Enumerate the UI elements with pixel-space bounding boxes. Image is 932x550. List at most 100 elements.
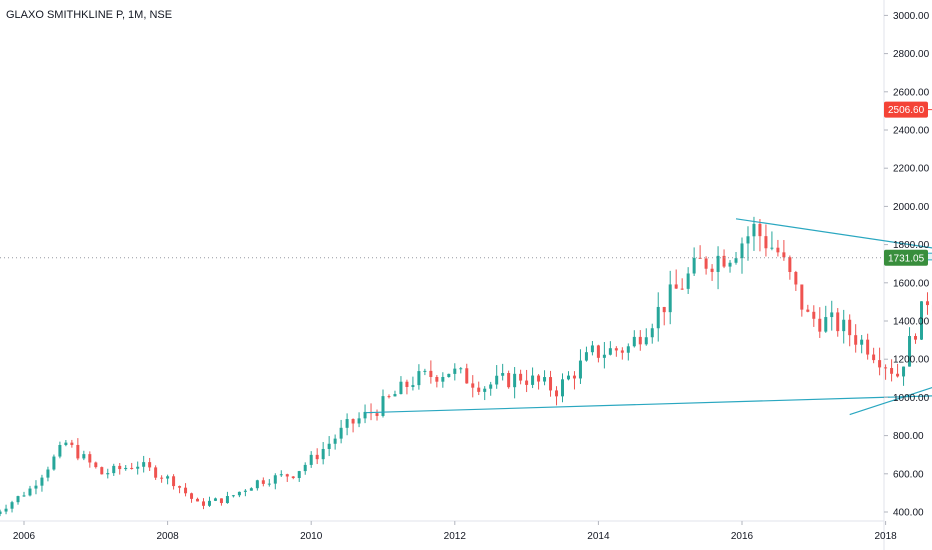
candle-up xyxy=(399,381,403,395)
candle-up xyxy=(531,375,535,385)
price-tick-label: 2400.00 xyxy=(893,126,930,137)
candle-up xyxy=(255,480,259,489)
price-tick-label: 1800.00 xyxy=(893,240,930,251)
candle-down xyxy=(674,284,678,289)
time-axis[interactable]: 2006200820102012201420162018202020222024… xyxy=(13,521,932,542)
candle-up xyxy=(249,488,253,491)
candle-down xyxy=(848,319,852,336)
candle-up xyxy=(692,257,696,274)
candle-up xyxy=(584,352,588,361)
candle-up xyxy=(489,384,493,389)
candle-up xyxy=(513,373,517,388)
candle-up xyxy=(28,488,32,496)
candle-up xyxy=(578,360,582,379)
candle-up xyxy=(16,496,20,503)
candle-down xyxy=(722,255,726,267)
candle-down xyxy=(896,373,900,377)
candle-down xyxy=(190,493,194,499)
candle-down xyxy=(196,498,200,502)
candle-down xyxy=(507,373,511,388)
candle-down xyxy=(782,252,786,258)
time-tick-label: 2012 xyxy=(444,531,467,542)
price-axis[interactable]: 400.00 600.00 800.00 1000.00 1200.00 1400.00 1… xyxy=(884,11,930,519)
time-tick-label: 2010 xyxy=(300,531,323,542)
candle-down xyxy=(118,465,122,470)
candle-down xyxy=(160,477,164,479)
price-tick-label: 400.00 xyxy=(893,508,924,519)
candle-up xyxy=(626,346,630,353)
candle-down xyxy=(638,336,642,345)
candle-up xyxy=(363,411,367,419)
candle-down xyxy=(100,467,104,475)
candle-up xyxy=(213,498,217,501)
candle-down xyxy=(202,501,205,506)
candle-up xyxy=(920,301,923,340)
candle-down xyxy=(764,236,768,249)
candle-up xyxy=(46,469,50,478)
candle-down xyxy=(890,368,894,374)
candle-up xyxy=(339,427,343,439)
time-tick-label: 2014 xyxy=(587,531,610,542)
price-tick-label: 800.00 xyxy=(893,431,924,442)
candle-up xyxy=(40,477,44,486)
time-tick-label: 2018 xyxy=(874,531,897,542)
candle-up xyxy=(393,394,397,397)
candle-up xyxy=(632,336,636,347)
candle-down xyxy=(572,375,576,379)
current-price-badge-label: 1731.05 xyxy=(888,253,925,264)
ascending-trendline xyxy=(849,386,932,416)
candle-down xyxy=(465,368,469,384)
candle-up xyxy=(142,462,146,467)
candle-up xyxy=(297,471,301,479)
candle-up xyxy=(273,475,277,484)
candle-up xyxy=(417,371,421,386)
price-tick-label: 1200.00 xyxy=(893,355,930,366)
candle-up xyxy=(441,376,445,382)
candle-down xyxy=(94,462,98,468)
candle-up xyxy=(4,508,8,512)
candle-down xyxy=(662,306,666,313)
candle-up xyxy=(0,511,2,514)
candle-up xyxy=(106,473,110,475)
candle-up xyxy=(267,483,271,485)
time-tick-label: 2006 xyxy=(13,531,36,542)
candle-up xyxy=(321,448,325,460)
candle-up xyxy=(740,243,744,259)
candle-up xyxy=(908,335,912,367)
candle-down xyxy=(130,467,134,469)
candle-down xyxy=(800,284,804,310)
candle-up xyxy=(716,255,720,272)
candle-down xyxy=(178,486,182,488)
candle-down xyxy=(291,476,295,479)
candle-up xyxy=(447,373,451,377)
candle-down xyxy=(878,360,882,368)
candle-down xyxy=(477,387,481,392)
candle-up xyxy=(207,500,211,506)
candle-down xyxy=(776,247,780,253)
candle-down xyxy=(710,268,714,272)
candle-down xyxy=(351,419,355,424)
candle-up xyxy=(34,485,38,489)
candle-up xyxy=(333,438,337,444)
candle-down xyxy=(914,335,918,340)
candle-up xyxy=(136,466,140,469)
price-tick-label: 3000.00 xyxy=(893,11,930,22)
candle-up xyxy=(495,375,499,385)
price-tick-label: 2200.00 xyxy=(893,164,930,175)
target-price-badge xyxy=(884,101,928,118)
candle-up xyxy=(327,443,331,449)
price-tick-label: 2600.00 xyxy=(893,87,930,98)
candle-down xyxy=(435,376,439,382)
candle-up xyxy=(82,454,86,459)
candle-down xyxy=(471,383,475,388)
price-tick-label: 1400.00 xyxy=(893,317,930,328)
candle-down xyxy=(154,467,158,478)
candle-up xyxy=(644,337,648,345)
candle-up xyxy=(830,312,834,318)
candle-down xyxy=(812,311,816,319)
candle-up xyxy=(279,474,283,476)
candle-down xyxy=(925,301,929,306)
candle-up xyxy=(124,467,128,470)
candle-up xyxy=(902,366,906,377)
